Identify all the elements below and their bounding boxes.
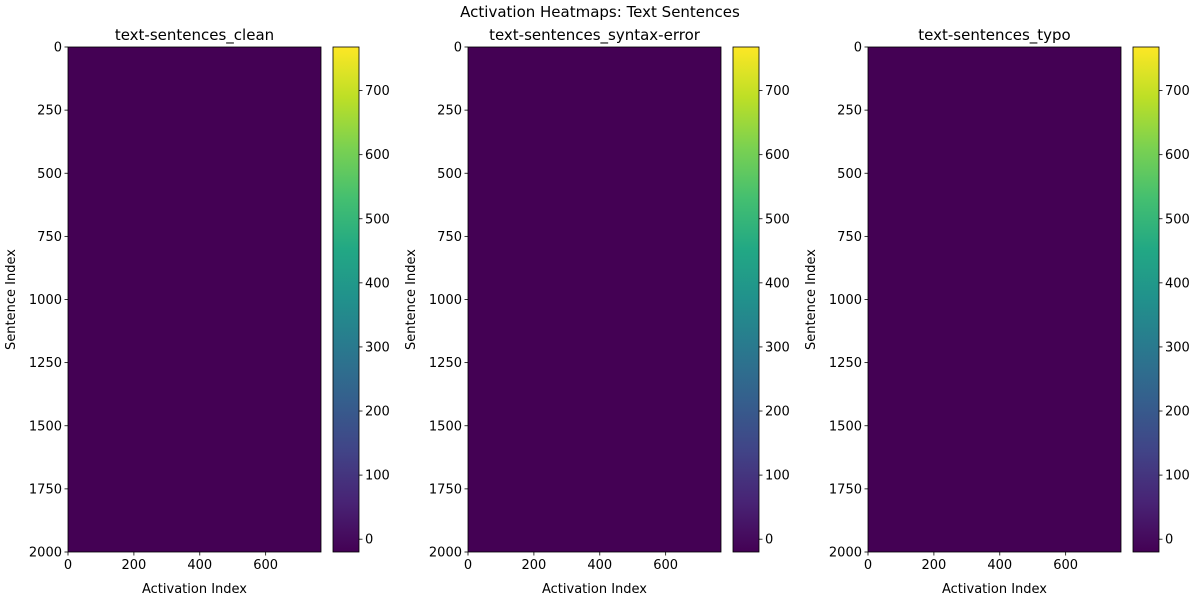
y-tick-label: 1000 <box>29 293 62 308</box>
colorbar-tick-label: 500 <box>765 212 790 227</box>
figure-title: Activation Heatmaps: Text Sentences <box>460 3 740 21</box>
colorbar-tick-label: 700 <box>365 84 390 99</box>
colorbar <box>1133 47 1159 552</box>
y-tick-label: 1750 <box>29 482 62 497</box>
panel-title: text-sentences_clean <box>115 26 274 45</box>
colorbar-tick-label: 600 <box>365 148 390 163</box>
colorbar-tick-label: 400 <box>365 276 390 291</box>
y-tick-label: 750 <box>37 230 62 245</box>
x-tick-label: 200 <box>521 558 546 573</box>
colorbar-frame <box>732 46 760 553</box>
heatmap-cells <box>868 47 1121 552</box>
colorbar <box>333 47 359 552</box>
x-tick-label: 400 <box>187 558 212 573</box>
colorbar-frame <box>1132 46 1160 553</box>
colorbar-tick-label: 300 <box>765 340 790 355</box>
y-tick-label: 750 <box>437 230 462 245</box>
y-tick-label: 1500 <box>429 419 462 434</box>
y-tick-label: 1000 <box>429 293 462 308</box>
colorbar <box>733 47 759 552</box>
panel-title: text-sentences_typo <box>918 26 1070 45</box>
y-tick-label: 1500 <box>29 419 62 434</box>
colorbar-tick-label: 0 <box>765 533 773 548</box>
colorbar-tick-label: 100 <box>365 469 390 484</box>
x-axis-label: Activation Index <box>142 582 247 597</box>
x-tick-label: 400 <box>987 558 1012 573</box>
x-tick-label: 0 <box>464 558 472 573</box>
colorbar-tick-label: 700 <box>1165 84 1190 99</box>
heatmap-panel: text-sentences_syntax-error 0 200 400 600 Act… <box>404 26 790 597</box>
heatmap-panel: text-sentences_typo 0 200 400 600 Activation … <box>804 26 1190 597</box>
colorbar-tick-label: 700 <box>765 84 790 99</box>
x-axis-label: Activation Index <box>542 582 647 597</box>
colorbar-tick-label: 0 <box>1165 533 1173 548</box>
x-tick-label: 0 <box>64 558 72 573</box>
y-tick-label: 2000 <box>829 546 862 561</box>
colorbar-tick-label: 300 <box>1165 340 1190 355</box>
y-tick-label: 1250 <box>829 356 862 371</box>
colorbar-tick-label: 200 <box>765 405 790 420</box>
x-tick-label: 400 <box>587 558 612 573</box>
colorbar-tick-label: 400 <box>765 276 790 291</box>
y-tick-label: 500 <box>837 167 862 182</box>
y-tick-label: 1250 <box>29 356 62 371</box>
y-axis-label: Sentence Index <box>804 249 819 350</box>
y-tick-label: 1750 <box>829 482 862 497</box>
colorbar-tick-label: 200 <box>365 405 390 420</box>
panel-title: text-sentences_syntax-error <box>489 26 701 45</box>
colorbar-tick-label: 500 <box>1165 212 1190 227</box>
y-tick-label: 500 <box>37 167 62 182</box>
y-tick-label: 250 <box>437 104 462 119</box>
x-tick-label: 600 <box>653 558 678 573</box>
heatmap-panel: text-sentences_clean 0 200 400 600 Activation… <box>4 26 390 597</box>
x-axis-label: Activation Index <box>942 582 1047 597</box>
y-tick-label: 1000 <box>829 293 862 308</box>
y-axis-label: Sentence Index <box>404 249 419 350</box>
y-tick-label: 500 <box>437 167 462 182</box>
y-tick-label: 1250 <box>429 356 462 371</box>
colorbar-tick-label: 300 <box>365 340 390 355</box>
colorbar-tick-label: 400 <box>1165 276 1190 291</box>
colorbar-tick-label: 0 <box>365 533 373 548</box>
x-tick-label: 0 <box>864 558 872 573</box>
x-tick-label: 600 <box>253 558 278 573</box>
x-tick-label: 200 <box>921 558 946 573</box>
colorbar-tick-label: 100 <box>765 469 790 484</box>
colorbar-tick-label: 600 <box>765 148 790 163</box>
y-axis-label: Sentence Index <box>4 249 19 350</box>
colorbar-tick-label: 500 <box>365 212 390 227</box>
y-tick-label: 2000 <box>29 546 62 561</box>
y-tick-label: 0 <box>854 41 862 56</box>
colorbar-tick-label: 600 <box>1165 148 1190 163</box>
y-tick-label: 1750 <box>429 482 462 497</box>
y-tick-label: 750 <box>837 230 862 245</box>
y-tick-label: 2000 <box>429 546 462 561</box>
colorbar-tick-label: 100 <box>1165 469 1190 484</box>
panels: text-sentences_clean 0 200 400 600 Activation… <box>4 26 1190 597</box>
x-tick-label: 600 <box>1053 558 1078 573</box>
heatmap-cells <box>468 47 721 552</box>
x-tick-label: 200 <box>121 558 146 573</box>
y-tick-label: 250 <box>837 104 862 119</box>
y-tick-label: 1500 <box>829 419 862 434</box>
y-tick-label: 250 <box>37 104 62 119</box>
y-tick-label: 0 <box>454 41 462 56</box>
colorbar-frame <box>332 46 360 553</box>
colorbar-tick-label: 200 <box>1165 405 1190 420</box>
y-tick-label: 0 <box>54 41 62 56</box>
heatmap-cells <box>68 47 321 552</box>
